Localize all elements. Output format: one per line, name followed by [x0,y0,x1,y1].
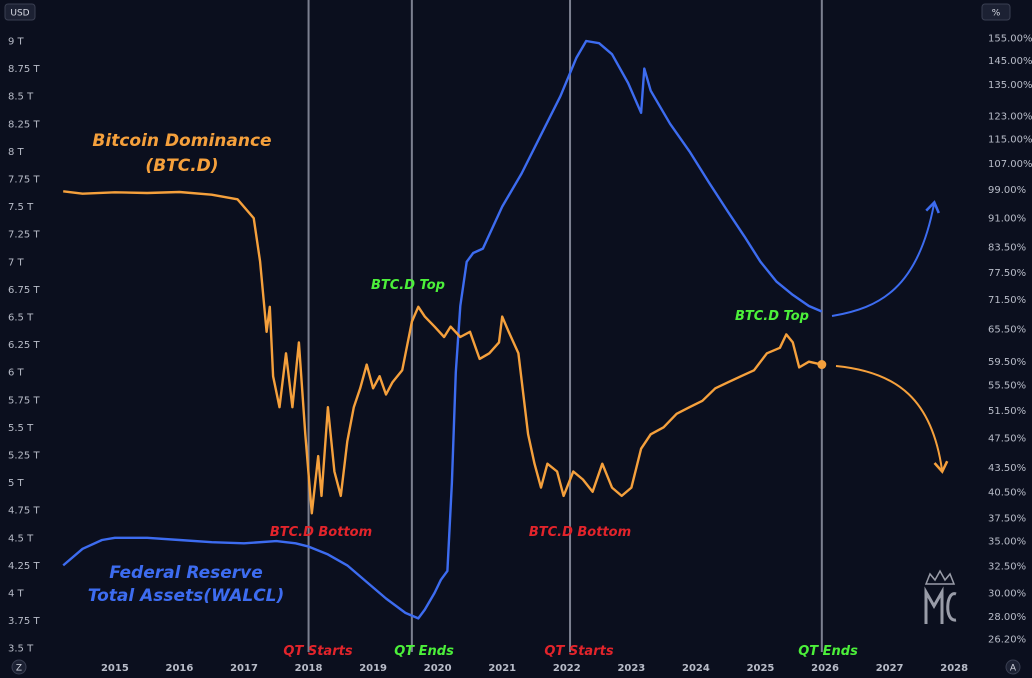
left-tick-label: 4.5 T [8,533,34,544]
right-tick-label: 83.50% [988,243,1026,254]
right-tick-label: 35.00% [988,537,1026,548]
right-tick-label: 77.50% [988,268,1026,279]
right-tick-label: 145.00% [988,56,1032,67]
left-tick-label: 4.25 T [8,561,40,572]
series-layer [62,39,823,620]
qt-starts-label-2022: QT Starts [544,644,613,659]
x-tick-label: 2023 [617,663,645,674]
right-tick-label: 43.50% [988,463,1026,474]
right-tick-label: 91.00% [988,214,1026,225]
right-tick-label: 37.50% [988,513,1026,524]
left-tick-label: 6 T [8,368,25,379]
btcd-projection-arrow [835,365,949,474]
btcd-end-marker [817,360,827,370]
btcd-line [63,190,823,515]
x-tick-label: 2025 [747,663,775,674]
btcd-bottom-label-2022: BTC.D Bottom [529,525,631,540]
left-corner-badge-text: Z [16,664,22,674]
btcd-title-line2: (BTC.D) [145,156,218,176]
btcd-bottom-label-2018: BTC.D Bottom [270,525,372,540]
right-axis-ticks: 155.00% 145.00% 135.00% 123.00% 115.00% 107.0… [988,34,1032,646]
x-tick-label: 2015 [101,663,129,674]
left-tick-label: 8.25 T [8,119,40,130]
left-tick-label: 7 T [8,257,25,268]
right-tick-label: 59.50% [988,357,1026,368]
x-tick-label: 2028 [940,663,968,674]
left-tick-label: 7.25 T [8,230,40,241]
left-tick-label: 5.5 T [8,423,34,434]
right-tick-label: 47.50% [988,433,1026,444]
left-tick-label: 7.75 T [8,175,40,186]
left-tick-label: 3.75 T [8,616,40,627]
btcd-top-label-2019: BTC.D Top [371,278,445,293]
left-tick-label: 3.5 T [8,644,34,655]
x-tick-label: 2019 [359,663,387,674]
right-tick-label: 40.50% [988,487,1026,498]
btcd-title-line1: Bitcoin Dominance [92,131,271,151]
x-tick-label: 2018 [295,663,323,674]
crowned-mc-logo-icon [924,569,957,624]
btcd-top-label-2025: BTC.D Top [735,309,809,324]
walcl-title-line2: Total Assets(WALCL) [88,586,285,606]
x-tick-label: 2017 [230,663,258,674]
left-tick-label: 9 T [8,37,25,48]
left-tick-label: 5.25 T [8,451,40,462]
right-unit-badge: % [981,3,1011,21]
right-tick-label: 30.00% [988,589,1026,600]
x-tick-label: 2021 [488,663,516,674]
left-unit-badge: USD [4,3,36,21]
right-tick-label: 71.50% [988,295,1026,306]
left-tick-label: 8.75 T [8,64,40,75]
vertical-markers [307,0,823,652]
walcl-projection-arrow [831,200,940,317]
right-unit-badge-text: % [992,9,1001,19]
right-tick-label: 32.50% [988,562,1026,573]
right-tick-label: 115.00% [988,134,1032,145]
right-corner-badge-text: A [1010,664,1017,674]
right-tick-label: 28.00% [988,612,1026,623]
left-axis-ticks: 9 T 8.75 T 8.5 T 8.25 T 8 T 7.75 T 7.5 T 7.25 T… [8,37,40,655]
left-tick-label: 8 T [8,147,25,158]
walcl-line [62,39,823,620]
right-tick-label: 65.50% [988,325,1026,336]
x-tick-label: 2024 [682,663,710,674]
right-tick-label: 107.00% [988,159,1032,170]
x-tick-label: 2020 [424,663,452,674]
qt-starts-label-2018: QT Starts [283,644,352,659]
x-tick-label: 2027 [876,663,904,674]
qt-ends-label-2026: QT Ends [798,644,858,659]
x-axis-ticks: 2015 2016 2017 2018 2019 2020 2021 2022 2023 2024… [101,663,968,674]
qt-ends-label-2019: QT Ends [394,644,454,659]
left-tick-label: 6.25 T [8,340,40,351]
right-tick-label: 26.20% [988,635,1026,646]
right-tick-label: 155.00% [988,34,1032,45]
left-tick-label: 5 T [8,478,25,489]
left-unit-badge-text: USD [10,9,29,19]
x-tick-label: 2016 [166,663,194,674]
right-tick-label: 99.00% [988,185,1026,196]
x-tick-label: 2022 [553,663,581,674]
left-tick-label: 6.75 T [8,285,40,296]
x-tick-label: 2026 [811,663,839,674]
left-corner-badge[interactable]: Z [11,659,27,675]
walcl-title-line1: Federal Reserve [109,563,263,583]
right-tick-label: 123.00% [988,112,1032,123]
left-tick-label: 4.75 T [8,506,40,517]
right-tick-label: 135.00% [988,80,1032,91]
right-tick-label: 55.50% [988,381,1026,392]
right-corner-badge[interactable]: A [1005,659,1021,675]
left-tick-label: 4 T [8,589,25,600]
left-tick-label: 6.5 T [8,313,34,324]
left-tick-label: 7.5 T [8,202,34,213]
right-tick-label: 51.50% [988,406,1026,417]
left-tick-label: 8.5 T [8,92,34,103]
left-tick-label: 5.75 T [8,395,40,406]
